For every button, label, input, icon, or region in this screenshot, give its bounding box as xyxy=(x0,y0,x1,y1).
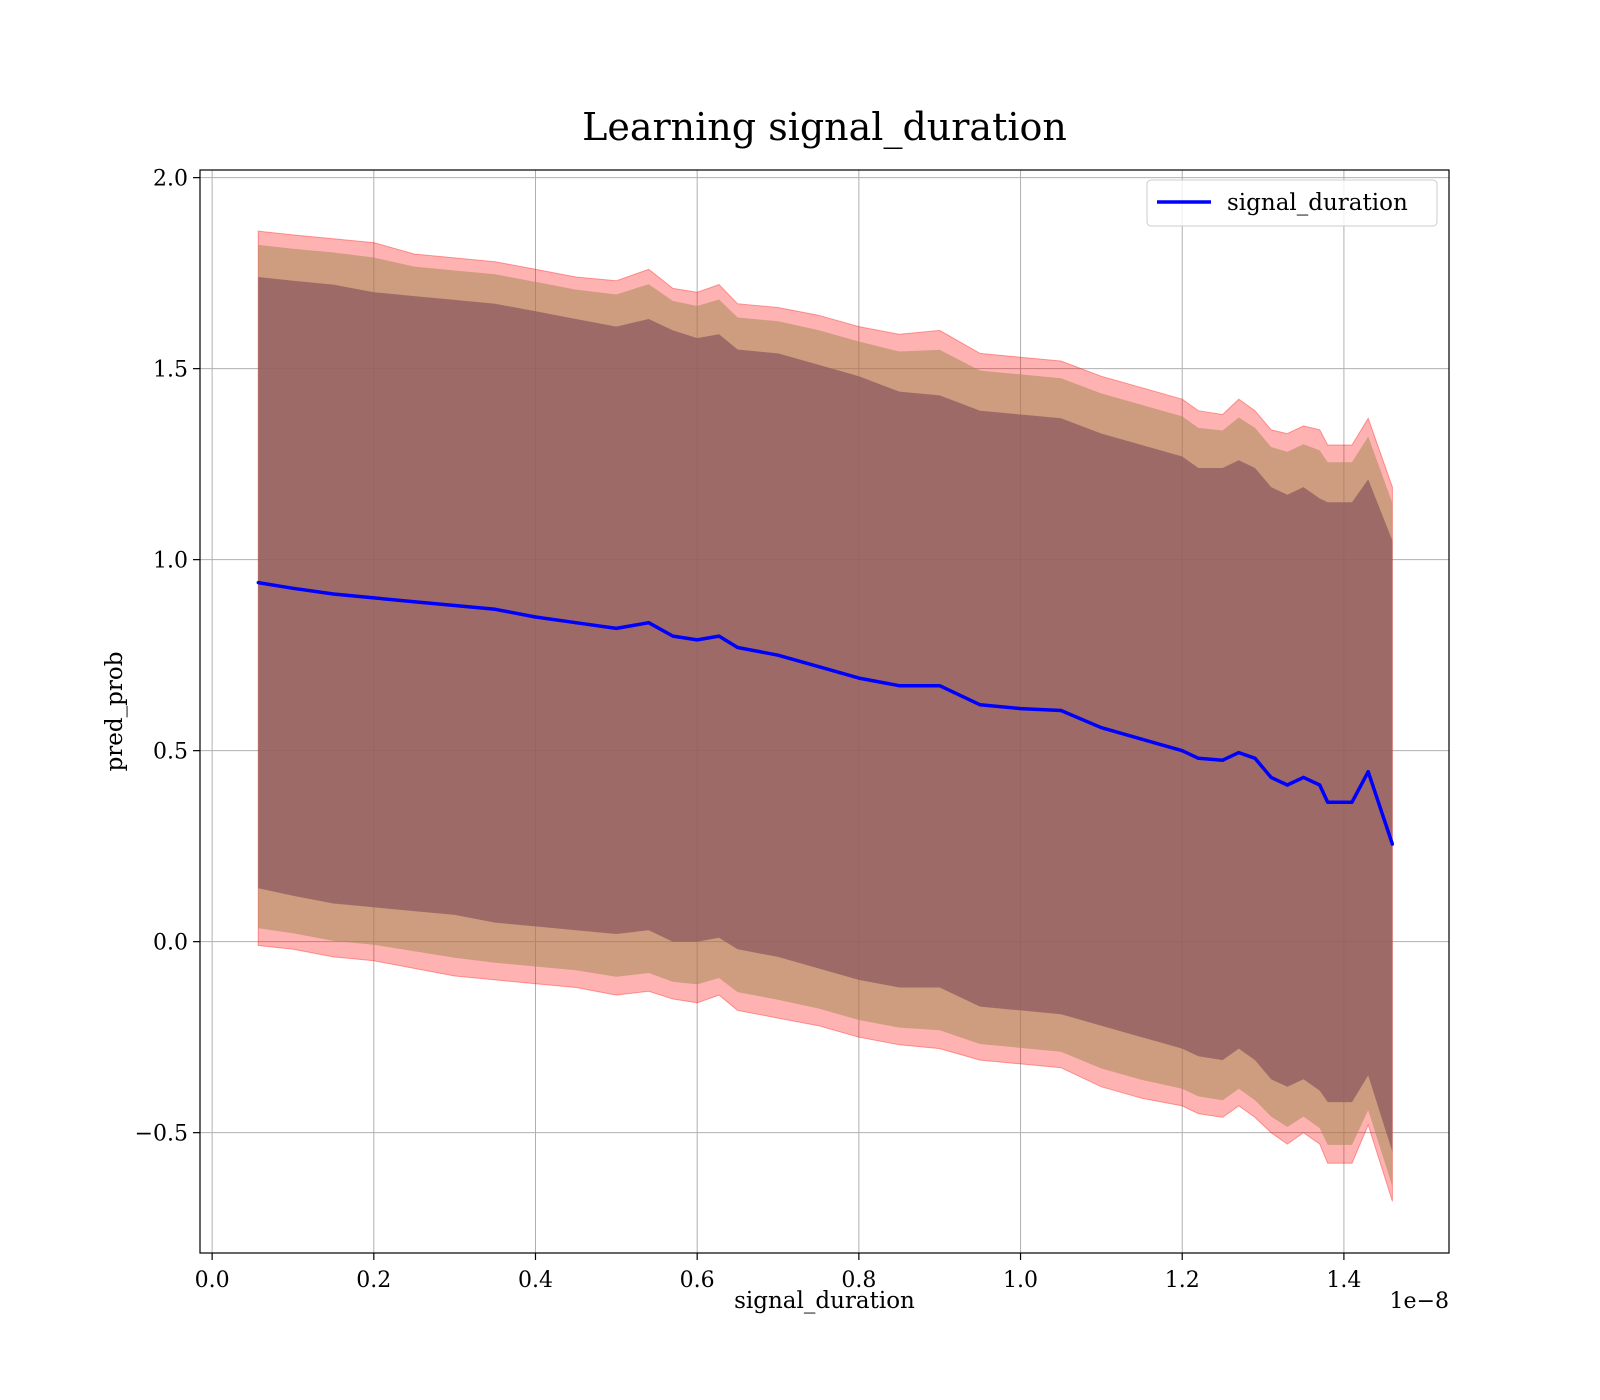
y-tick-label-4: 1.5 xyxy=(153,358,188,383)
x-axis-offset-text: 1e−8 xyxy=(1390,1289,1449,1314)
y-axis-label: pred_prob xyxy=(102,652,128,772)
y-tick-label-1: 0.0 xyxy=(153,931,188,956)
series-point-21 xyxy=(1018,707,1023,711)
band-layer xyxy=(257,230,1393,1202)
series-point-17 xyxy=(857,676,861,680)
tick-layer: 0.0 0.2 0.4 0.6 0.8 1.0 1.2 1.4 −0.5 0.0 0.5 1.0 1.5… xyxy=(135,167,1362,1293)
line-layer xyxy=(256,580,1395,846)
series-point-28 xyxy=(1237,751,1241,755)
series-point-4 xyxy=(412,600,416,604)
series-point-33 xyxy=(1318,783,1322,787)
chart-title: Learning signal_duration xyxy=(582,105,1067,150)
series-point-2 xyxy=(331,592,335,596)
series-point-24 xyxy=(1140,737,1144,741)
series-point-23 xyxy=(1099,726,1103,730)
series-point-10 xyxy=(647,621,651,625)
series-point-18 xyxy=(897,684,901,688)
series-point-1 xyxy=(291,586,295,590)
legend-label: signal_duration xyxy=(1227,190,1408,216)
series-point-37 xyxy=(1390,842,1394,846)
series-point-14 xyxy=(736,645,740,650)
series-point-35 xyxy=(1350,800,1354,804)
series-point-29 xyxy=(1253,756,1257,760)
x-tick-label-4: 0.8 xyxy=(841,1268,876,1293)
legend: signal_duration xyxy=(1146,179,1438,227)
series-point-34 xyxy=(1326,800,1330,804)
series-point-9 xyxy=(614,626,618,631)
series-point-22 xyxy=(1059,708,1063,713)
x-tick-label-6: 1.2 xyxy=(1165,1268,1200,1293)
x-tick-label-1: 0.2 xyxy=(356,1268,391,1293)
inner-band xyxy=(258,277,1393,1152)
series-point-30 xyxy=(1269,775,1273,780)
series-point-19 xyxy=(938,684,942,688)
legend-box xyxy=(1146,179,1438,227)
series-point-11 xyxy=(671,634,675,638)
x-tick-label-5: 1.0 xyxy=(1003,1268,1038,1293)
x-tick-label-2: 0.4 xyxy=(518,1268,553,1293)
series-point-36 xyxy=(1366,770,1370,774)
series-point-12 xyxy=(695,638,699,642)
x-tick-label-7: 1.4 xyxy=(1326,1268,1361,1293)
y-tick-label-5: 2.0 xyxy=(153,167,188,192)
x-axis-label: signal_duration xyxy=(734,1288,915,1314)
series-point-25 xyxy=(1180,749,1184,753)
series-point-7 xyxy=(533,615,538,619)
series-point-5 xyxy=(453,603,457,608)
series-point-3 xyxy=(372,596,376,600)
x-tick-label-3: 0.6 xyxy=(680,1268,715,1293)
series-point-32 xyxy=(1301,775,1306,780)
series-point-0 xyxy=(256,581,260,585)
y-tick-label-0: −0.5 xyxy=(135,1122,188,1147)
series-point-20 xyxy=(978,703,982,707)
x-tick-label-0: 0.0 xyxy=(195,1268,230,1293)
series-point-13 xyxy=(717,634,721,638)
series-point-6 xyxy=(493,607,497,611)
series-point-27 xyxy=(1221,758,1225,762)
series-point-8 xyxy=(574,621,578,625)
plot-frame xyxy=(199,169,1450,1254)
series-point-15 xyxy=(776,653,780,657)
series-line-signal-duration xyxy=(257,580,1395,845)
series-point-31 xyxy=(1285,783,1289,787)
y-tick-label-3: 1.0 xyxy=(153,549,188,574)
series-point-16 xyxy=(816,665,821,669)
series-point-26 xyxy=(1196,756,1200,760)
y-tick-label-2: 0.5 xyxy=(153,740,188,765)
